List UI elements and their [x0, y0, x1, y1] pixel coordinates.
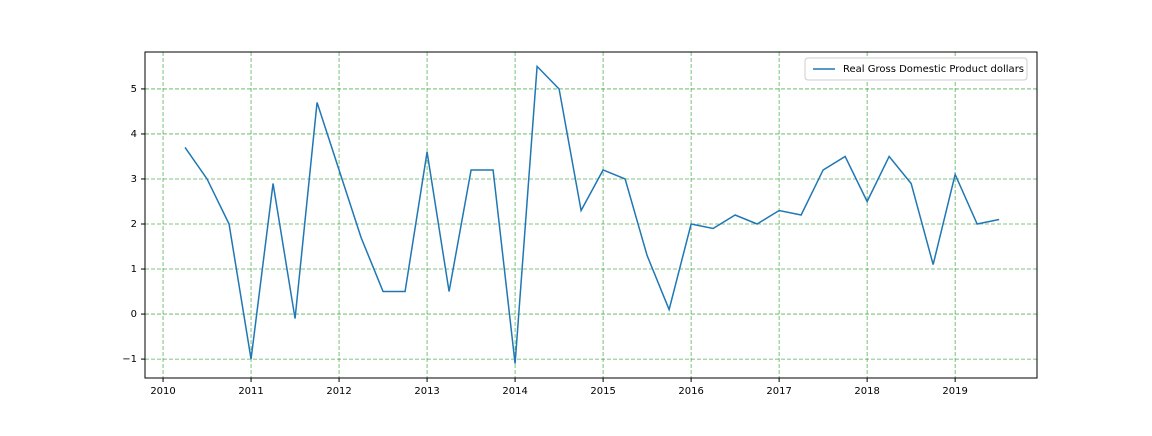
- y-tick-label: 1: [131, 264, 137, 275]
- x-tick-label: 2015: [590, 386, 615, 397]
- data-line: [184, 64, 1000, 364]
- x-tick-label: 2017: [766, 386, 791, 397]
- y-tick-label: 4: [131, 129, 137, 140]
- y-tick-label: 2: [131, 219, 137, 230]
- x-tick-label: 2019: [942, 386, 967, 397]
- x-tick-label: 2013: [414, 386, 439, 397]
- x-tick-label: 2010: [150, 386, 175, 397]
- y-tick-label: 5: [131, 84, 137, 95]
- x-tick-label: 2014: [502, 386, 527, 397]
- plot-frame: [144, 51, 1038, 379]
- x-tick-label: 2018: [854, 386, 879, 397]
- y-tick-label: 0: [131, 309, 137, 320]
- x-tick-label: 2012: [326, 386, 351, 397]
- legend-box: [804, 57, 1028, 81]
- x-tick-label: 2011: [238, 386, 263, 397]
- legend-label: Real Gross Domestic Product dollars: [843, 64, 1024, 75]
- x-tick-label: 2016: [678, 386, 703, 397]
- y-tick-label: −1: [122, 354, 137, 365]
- y-tick-label: 3: [131, 174, 137, 185]
